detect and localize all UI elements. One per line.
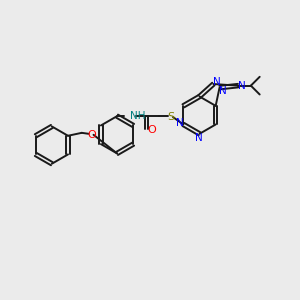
Text: N: N: [238, 81, 246, 91]
Text: O: O: [147, 125, 156, 135]
Text: N: N: [219, 85, 226, 95]
Text: N: N: [176, 118, 183, 128]
Text: N: N: [195, 133, 203, 143]
Text: S: S: [167, 112, 175, 122]
Text: O: O: [87, 130, 96, 140]
Text: N: N: [213, 77, 221, 87]
Text: NH: NH: [130, 111, 145, 121]
